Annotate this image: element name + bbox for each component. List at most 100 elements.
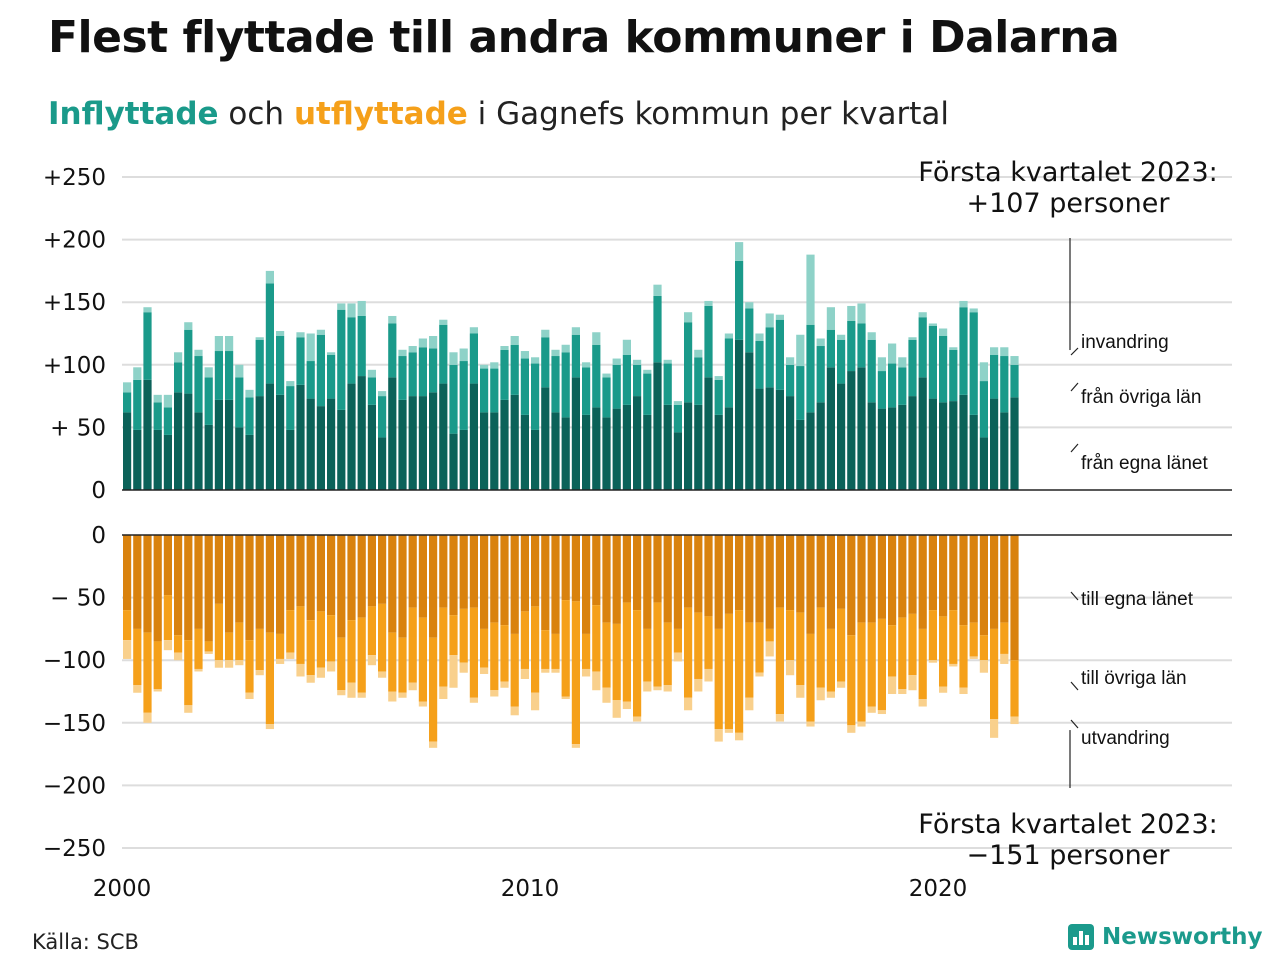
- bar-out-own-county: [378, 535, 387, 604]
- series-label-in: från övriga län: [1081, 387, 1201, 408]
- bar-in-other-counties: [143, 312, 152, 380]
- bar-out-other-counties: [337, 637, 346, 691]
- bar-in-immigration: [786, 357, 795, 365]
- bar-out-other-counties: [296, 606, 305, 664]
- bar-out-own-county: [939, 535, 948, 617]
- bar-out-emigration: [612, 700, 621, 718]
- bar-out-emigration: [306, 675, 315, 683]
- subtitle-outflow-word: utflyttade: [293, 96, 468, 132]
- bar-in-own-county: [337, 409, 346, 490]
- bar-in-immigration: [225, 336, 234, 352]
- bar-out-own-county: [429, 535, 438, 638]
- bar-out-other-counties: [316, 611, 325, 668]
- bar-in-immigration: [622, 339, 631, 355]
- bar-in-immigration: [1000, 347, 1009, 357]
- bar-out-emigration: [316, 667, 325, 678]
- bar-in-other-counties: [480, 368, 489, 413]
- bar-in-own-county: [184, 393, 193, 490]
- bar-in-own-county: [153, 429, 162, 490]
- bar-in-immigration: [898, 357, 907, 368]
- bar-in-own-county: [214, 399, 223, 490]
- bar-out-emigration: [418, 701, 427, 707]
- bar-in-own-county: [398, 399, 407, 490]
- bar-out-emigration: [949, 663, 958, 667]
- bar-out-own-county: [551, 535, 560, 634]
- bar-out-other-counties: [888, 625, 897, 677]
- bar-in-other-counties: [877, 371, 886, 409]
- bar-out-other-counties: [622, 602, 631, 702]
- bar-in-own-county: [755, 388, 764, 490]
- bar-in-own-county: [429, 392, 438, 490]
- bar-in-immigration: [816, 338, 825, 347]
- bar-out-own-county: [316, 535, 325, 612]
- bar-out-own-county: [959, 535, 968, 626]
- bar-in-own-county: [388, 377, 397, 490]
- bar-out-emigration: [582, 668, 591, 677]
- bar-out-other-counties: [1000, 622, 1009, 654]
- bar-in-immigration: [194, 349, 203, 357]
- bar-out-other-counties: [449, 615, 458, 656]
- bar-in-other-counties: [306, 361, 315, 399]
- bar-out-own-county: [663, 535, 672, 623]
- bar-in-other-counties: [316, 334, 325, 407]
- bar-out-own-county: [133, 535, 142, 629]
- bar-out-emigration: [653, 686, 662, 691]
- bar-in-immigration: [592, 332, 601, 345]
- bar-out-emigration: [592, 671, 601, 691]
- bar-out-other-counties: [673, 628, 682, 653]
- bar-in-own-county: [459, 429, 468, 490]
- bar-out-other-counties: [490, 622, 499, 691]
- bar-out-own-county: [408, 535, 417, 608]
- bar-in-other-counties: [837, 339, 846, 384]
- bar-out-other-counties: [979, 635, 988, 661]
- bar-in-own-county: [745, 352, 754, 490]
- bar-out-other-counties: [592, 605, 601, 672]
- bar-out-emigration: [337, 690, 346, 696]
- bar-in-other-counties: [806, 324, 815, 413]
- bar-out-other-counties: [347, 620, 356, 683]
- bar-out-other-counties: [684, 607, 693, 698]
- bar-out-other-counties: [531, 606, 540, 693]
- bar-out-own-county: [928, 535, 937, 611]
- bar-in-own-county: [480, 412, 489, 490]
- bar-out-own-county: [969, 535, 978, 623]
- bar-in-own-county: [979, 437, 988, 490]
- bar-out-other-counties: [520, 611, 529, 669]
- bar-out-emigration: [673, 652, 682, 662]
- brand-logo: Newsworthy: [1068, 924, 1263, 950]
- bar-out-emigration: [826, 691, 835, 698]
- bar-out-own-county: [194, 535, 203, 629]
- bar-in-immigration: [378, 391, 387, 397]
- bar-out-emigration: [388, 691, 397, 702]
- bar-in-own-county: [704, 377, 713, 490]
- bar-in-immigration: [133, 367, 142, 380]
- bar-out-emigration: [1010, 716, 1019, 725]
- bar-in-immigration: [633, 359, 642, 365]
- bar-in-immigration: [643, 369, 652, 374]
- bar-out-own-county: [633, 535, 642, 611]
- bar-in-other-counties: [1010, 364, 1019, 398]
- y-tick-label-bottom: −250: [43, 836, 106, 862]
- bar-in-immigration: [735, 242, 744, 261]
- bar-out-own-county: [439, 535, 448, 608]
- bar-in-own-county: [714, 414, 723, 490]
- bar-in-other-counties: [939, 336, 948, 403]
- bar-out-emigration: [408, 682, 417, 691]
- bar-out-own-county: [918, 535, 927, 629]
- bar-in-own-county: [735, 339, 744, 490]
- bar-in-immigration: [837, 334, 846, 340]
- bar-out-other-counties: [327, 615, 336, 662]
- bar-in-other-counties: [408, 352, 417, 397]
- bar-out-emigration: [857, 721, 866, 727]
- bar-in-immigration: [367, 369, 376, 378]
- bar-in-immigration: [306, 333, 315, 362]
- bar-in-own-county: [939, 402, 948, 490]
- x-tick-label: 2000: [93, 876, 152, 902]
- bar-out-other-counties: [939, 616, 948, 687]
- bar-in-immigration: [918, 312, 927, 318]
- bar-out-own-county: [571, 535, 580, 602]
- bar-in-other-counties: [633, 364, 642, 397]
- bar-out-other-counties: [755, 622, 764, 673]
- bar-in-own-county: [378, 437, 387, 490]
- bar-out-emigration: [327, 661, 336, 672]
